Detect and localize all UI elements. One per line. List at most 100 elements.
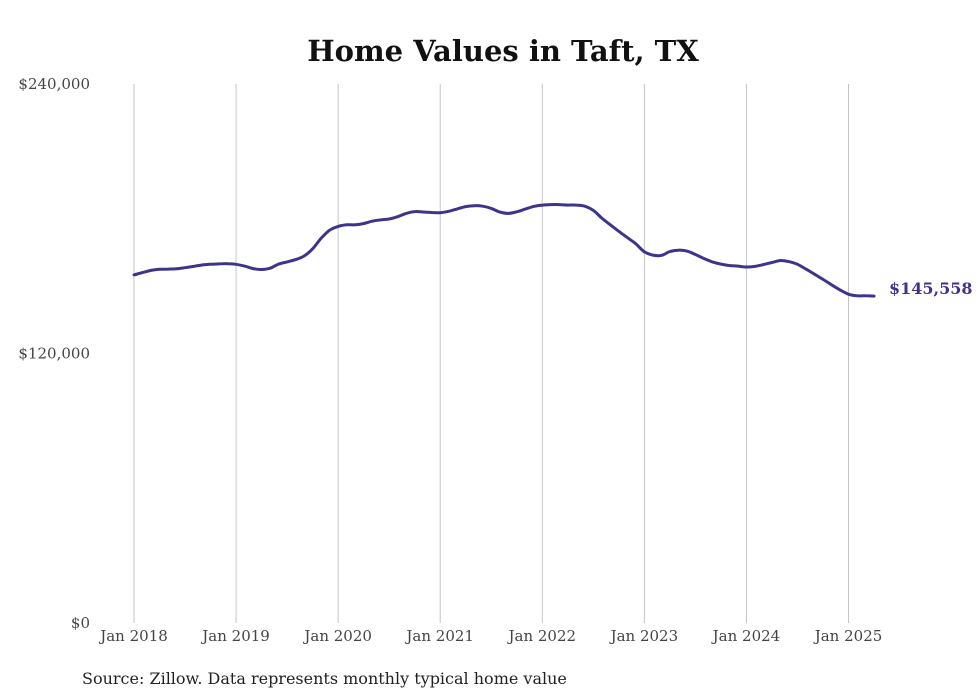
data-point (294, 258, 297, 261)
data-point (762, 263, 765, 266)
data-point (541, 204, 544, 207)
data-point (311, 247, 314, 250)
data-point (269, 267, 272, 270)
data-point (464, 205, 467, 208)
x-tick-label: Jan 2025 (813, 627, 883, 645)
data-point (498, 211, 501, 214)
data-point (328, 229, 331, 232)
last-value-label: $145,558 (889, 279, 973, 298)
data-point (634, 242, 637, 245)
data-point (371, 220, 374, 223)
data-point (643, 250, 646, 253)
data-point (235, 263, 238, 266)
series-line (132, 203, 876, 298)
data-point (822, 278, 825, 281)
data-point (839, 288, 842, 291)
data-point (175, 267, 178, 270)
x-tick-label: Jan 2023 (609, 627, 679, 645)
data-point (226, 262, 229, 265)
data-point (252, 267, 255, 270)
data-point (473, 204, 476, 207)
data-point (481, 205, 484, 208)
data-point (728, 264, 731, 267)
data-point (413, 210, 416, 213)
y-tick-label: $120,000 (18, 345, 90, 363)
x-axis-ticks: Jan 2018 Jan 2019 Jan 2020 Jan 2021 Jan 2022… (98, 627, 882, 645)
data-point (651, 254, 654, 257)
x-tick-label: Jan 2018 (98, 627, 168, 645)
data-point (702, 257, 705, 260)
chart-title: Home Values in Taft, TX (307, 34, 699, 68)
x-tick-label: Jan 2019 (200, 627, 270, 645)
data-point (617, 230, 620, 233)
data-point (600, 217, 603, 220)
data-point (439, 211, 442, 214)
data-point (507, 212, 510, 215)
x-tick-label: Jan 2022 (507, 627, 577, 645)
data-point (184, 266, 187, 269)
x-tick-label: Jan 2021 (404, 627, 474, 645)
data-point (456, 207, 459, 210)
data-point (201, 264, 204, 267)
data-point (388, 218, 391, 221)
data-point (209, 263, 212, 266)
data-point (873, 295, 876, 298)
data-point (864, 294, 867, 297)
data-point (583, 205, 586, 208)
data-point (141, 271, 144, 274)
data-point (167, 268, 170, 271)
data-point (362, 222, 365, 225)
data-point (719, 263, 722, 266)
data-point (549, 203, 552, 206)
data-point (660, 254, 663, 257)
data-point (847, 293, 850, 296)
data-point (337, 225, 340, 228)
data-point (490, 207, 493, 210)
y-axis-ticks: $0 $120,000 $240,000 (18, 75, 90, 632)
data-point (711, 260, 714, 263)
data-point (592, 209, 595, 212)
data-point (524, 208, 527, 211)
data-point (745, 266, 748, 269)
data-point (515, 210, 518, 213)
data-point (805, 268, 808, 271)
data-point (566, 204, 569, 207)
data-point (779, 259, 782, 262)
data-point (405, 212, 408, 215)
data-point (813, 273, 816, 276)
data-point (626, 236, 629, 239)
data-point (532, 205, 535, 208)
data-point (736, 265, 739, 268)
source-note: Source: Zillow. Data represents monthly … (82, 669, 567, 688)
data-point (422, 211, 425, 214)
data-point (694, 253, 697, 256)
data-point (575, 204, 578, 207)
data-point (243, 265, 246, 268)
data-point (753, 265, 756, 268)
y-tick-label: $240,000 (18, 75, 90, 93)
gridlines (133, 84, 849, 623)
data-point (796, 263, 799, 266)
data-point (192, 265, 195, 268)
data-point (354, 223, 357, 226)
series-layer (132, 203, 876, 298)
x-tick-label: Jan 2020 (302, 627, 372, 645)
data-point (286, 260, 289, 263)
data-point (430, 211, 433, 214)
data-point (558, 203, 561, 206)
data-point (685, 250, 688, 253)
data-point (320, 237, 323, 240)
data-point (345, 223, 348, 226)
data-point (396, 215, 399, 218)
data-point (379, 218, 382, 221)
data-point (788, 260, 791, 263)
data-point (277, 263, 280, 266)
data-point (856, 294, 859, 297)
data-point (133, 273, 136, 276)
data-point (668, 250, 671, 253)
data-point (303, 255, 306, 258)
data-point (770, 261, 773, 264)
data-point (609, 223, 612, 226)
data-point (830, 283, 833, 286)
